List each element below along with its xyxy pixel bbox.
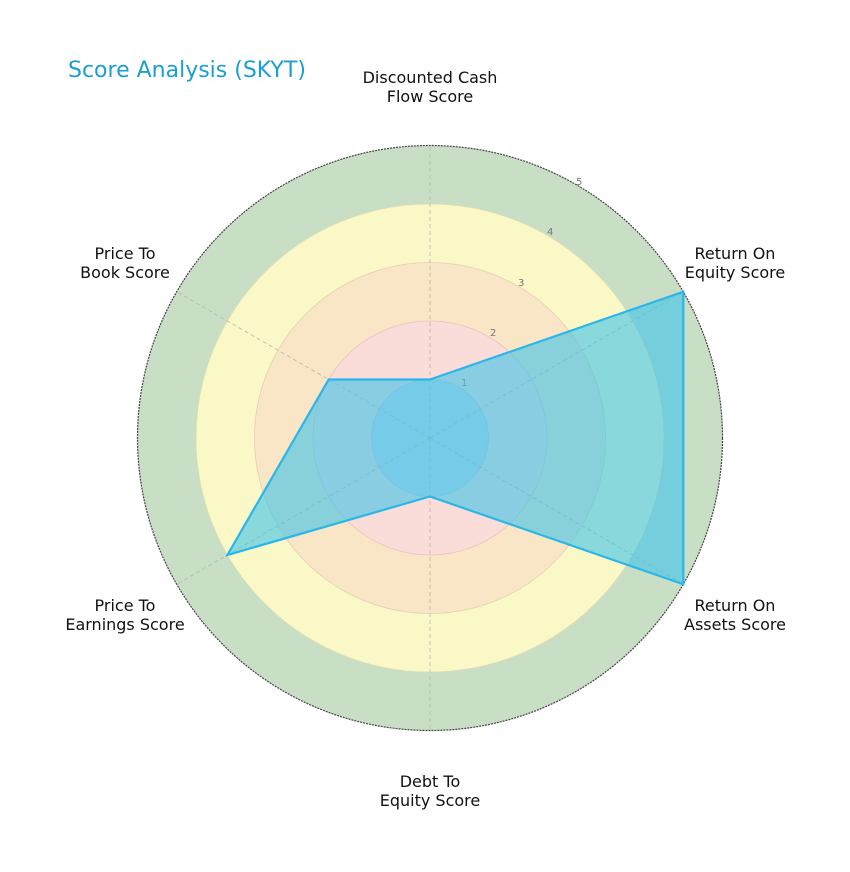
tick-4: 4 xyxy=(547,227,553,238)
axis-label-de: Debt To Equity Score xyxy=(379,772,481,810)
chart-title: Score Analysis (SKYT) xyxy=(68,58,306,83)
tick-3: 3 xyxy=(518,278,524,289)
axis-label-dcf: Discounted Cash Flow Score xyxy=(362,68,498,106)
tick-5: 5 xyxy=(576,177,582,188)
axis-label-pe: Price To Earnings Score xyxy=(65,596,185,634)
axis-label-pb: Price To Book Score xyxy=(80,244,170,282)
axis-label-roa: Return On Assets Score xyxy=(684,596,786,634)
axis-label-roe: Return On Equity Score xyxy=(684,244,786,282)
tick-2: 2 xyxy=(490,328,496,339)
series-polygon-skyt xyxy=(225,290,685,586)
